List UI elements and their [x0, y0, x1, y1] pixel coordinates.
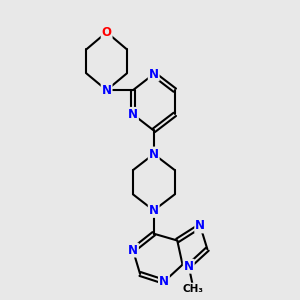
- Text: O: O: [102, 26, 112, 39]
- Text: N: N: [128, 244, 138, 256]
- Text: N: N: [128, 108, 138, 121]
- Text: CH₃: CH₃: [183, 284, 204, 293]
- Text: N: N: [149, 204, 159, 217]
- Text: N: N: [102, 84, 112, 97]
- Text: N: N: [184, 260, 194, 273]
- Text: N: N: [149, 68, 159, 81]
- Text: N: N: [195, 219, 205, 232]
- Text: N: N: [149, 148, 159, 160]
- Text: N: N: [159, 275, 169, 288]
